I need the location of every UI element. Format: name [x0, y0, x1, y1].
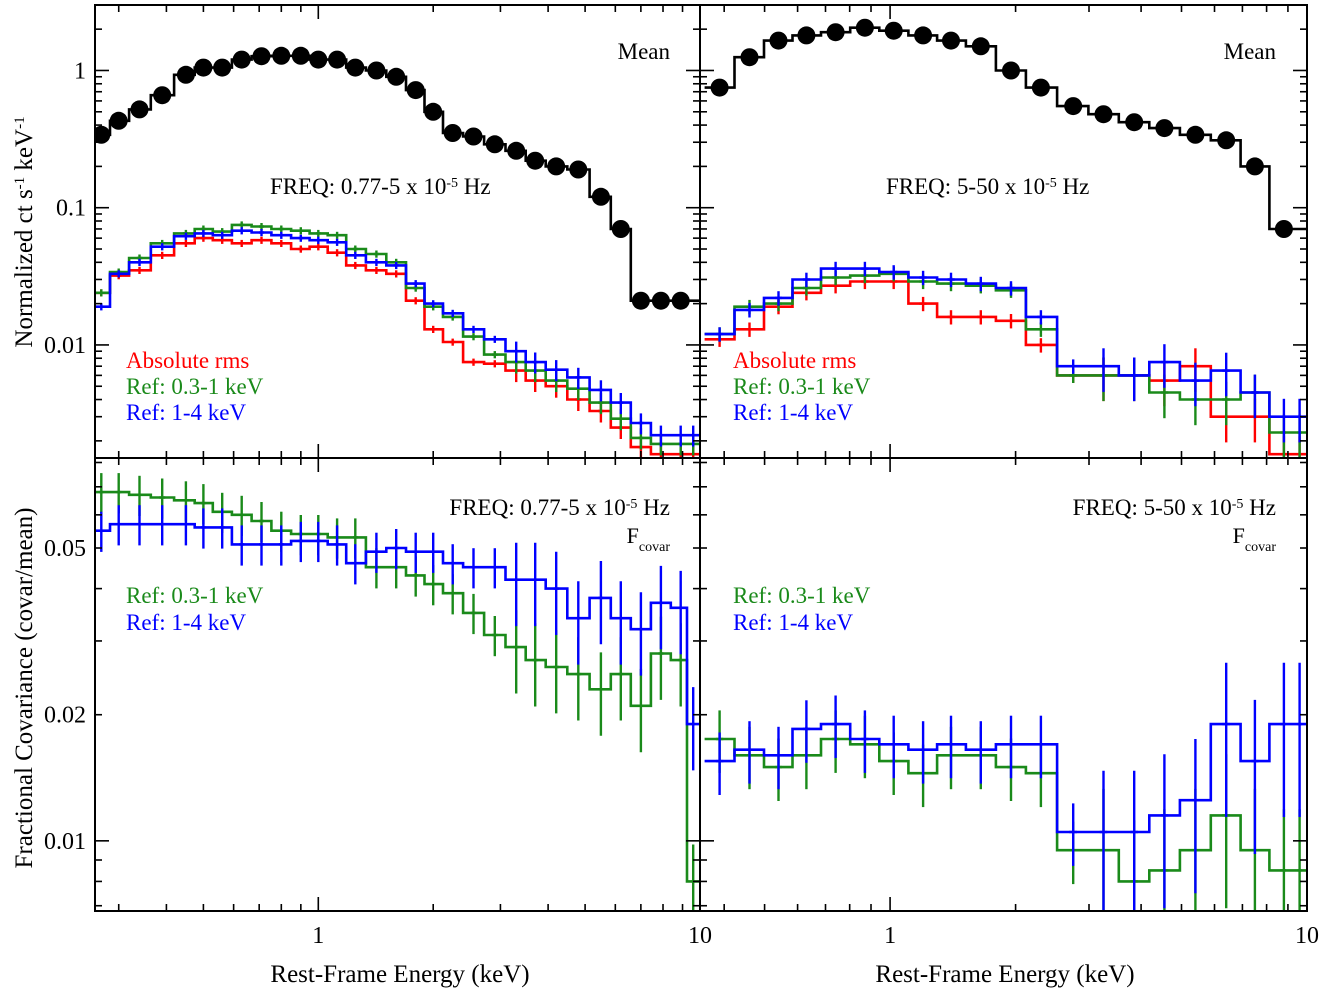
x-axis-label-right: Rest-Frame Energy (keV)	[875, 961, 1134, 988]
mean-point	[740, 48, 759, 67]
mean-point	[942, 31, 960, 50]
freq-label-bottom-right: FREQ: 5-50 x 10-5 Hz	[1073, 495, 1276, 520]
legend-soft-left-top: Ref: 0.3-1 keV	[126, 374, 264, 399]
legend-hard-left-bottom: Ref: 1-4 keV	[126, 610, 246, 635]
mean-point	[252, 47, 271, 66]
y-tick-label: 0.01	[44, 333, 86, 359]
y-tick-label: 1	[74, 58, 86, 84]
mean-point	[855, 18, 874, 37]
freq-label-bottom-left: FREQ: 0.77-5 x 10-5 Hz	[449, 495, 670, 520]
plot-area	[95, 46, 700, 458]
mean-point	[507, 141, 526, 160]
mean-point	[1245, 157, 1264, 176]
series-line-ref-1-4-kev	[704, 267, 1307, 418]
series-line-ref-1-4-kev	[95, 229, 700, 437]
x-tick-label: 1	[312, 923, 324, 949]
mean-point	[769, 31, 788, 50]
plot-area	[704, 18, 1307, 458]
mean-point	[387, 67, 406, 86]
legend-soft-left-bottom: Ref: 0.3-1 keV	[126, 583, 264, 608]
mean-point	[1002, 61, 1020, 80]
mean-point	[485, 135, 504, 154]
mean-label-right: Mean	[1224, 39, 1277, 64]
mean-point	[194, 58, 213, 77]
mean-point	[367, 61, 386, 80]
mean-point	[1186, 125, 1205, 144]
mean-point	[232, 50, 251, 69]
x-tick-label: 1	[884, 923, 896, 949]
panel-frame	[699, 457, 1308, 912]
x-tick-label: 10	[688, 923, 712, 949]
y-tick-label: 0.02	[44, 703, 86, 729]
mean-point	[1064, 97, 1083, 116]
mean-point	[176, 65, 195, 84]
panel-top-right	[699, 4, 1308, 459]
mean-point	[1031, 78, 1050, 97]
mean-point	[1155, 119, 1174, 138]
mean-point	[914, 26, 933, 45]
plot-area	[704, 662, 1307, 911]
mean-point	[797, 26, 816, 45]
y-axis-label-top: Normalized ct s-1 keV-1	[11, 116, 38, 347]
mean-point	[547, 157, 566, 176]
plot-area	[95, 473, 700, 911]
legend-hard-right-top: Ref: 1-4 keV	[733, 400, 853, 425]
mean-point	[971, 37, 990, 56]
mean-point	[95, 125, 111, 144]
mean-point	[1094, 105, 1113, 124]
mean-point	[328, 50, 347, 69]
legend-rms-right: Absolute rms	[733, 348, 856, 373]
mean-point	[611, 220, 630, 238]
mean-point	[526, 151, 545, 170]
x-axis-label-left: Rest-Frame Energy (keV)	[270, 961, 529, 988]
mean-point	[826, 23, 845, 42]
legend-soft-right-bottom: Ref: 0.3-1 keV	[733, 583, 871, 608]
panel-top-left: 1 0.1 0.01	[44, 4, 701, 459]
mean-point	[591, 187, 610, 206]
mean-point	[710, 78, 729, 97]
fcovar-label-right: Fcovar	[1233, 523, 1277, 555]
legend-rms-left: Absolute rms	[126, 348, 249, 373]
y-tick-label: 0.05	[44, 536, 86, 562]
mean-point	[272, 46, 291, 65]
mean-point	[109, 111, 128, 130]
mean-label-left: Mean	[618, 39, 671, 64]
mean-point	[443, 124, 462, 142]
mean-point	[651, 291, 670, 310]
series-line-ref-0-3-1-kev	[704, 737, 1307, 883]
mean-point	[1125, 113, 1144, 132]
y-tick-label: 0.01	[44, 829, 86, 855]
y-tick-label: 0.1	[56, 196, 86, 222]
y-axis-label-bottom: Fractional Covariance (covar/mean)	[11, 508, 38, 869]
fcovar-label-left: Fcovar	[627, 523, 671, 555]
mean-point	[884, 21, 903, 40]
legend-soft-right-top: Ref: 0.3-1 keV	[733, 374, 871, 399]
mean-point	[346, 58, 365, 77]
mean-point	[406, 81, 425, 100]
mean-point	[424, 102, 443, 121]
freq-label-top-right: FREQ: 5-50 x 10-5 Hz	[886, 174, 1089, 199]
panel-bottom-left: 1 10 0.05 0.02 0.01	[44, 457, 712, 949]
freq-label-top-left: FREQ: 0.77-5 x 10-5 Hz	[270, 174, 491, 199]
mean-point	[631, 291, 650, 310]
legend-hard-right-bottom: Ref: 1-4 keV	[733, 610, 853, 635]
x-tick-label: 10	[1295, 923, 1319, 949]
legend-hard-left-top: Ref: 1-4 keV	[126, 400, 246, 425]
mean-point	[153, 86, 172, 105]
mean-point	[291, 46, 310, 65]
mean-point	[213, 58, 232, 77]
mean-point	[1217, 131, 1236, 150]
mean-point	[130, 100, 149, 119]
panel-bottom-right: 1 10	[699, 457, 1319, 949]
mean-point	[1274, 220, 1293, 238]
mean-point	[309, 50, 328, 69]
mean-point	[671, 291, 690, 310]
mean-point	[464, 127, 483, 146]
mean-point	[569, 160, 588, 179]
